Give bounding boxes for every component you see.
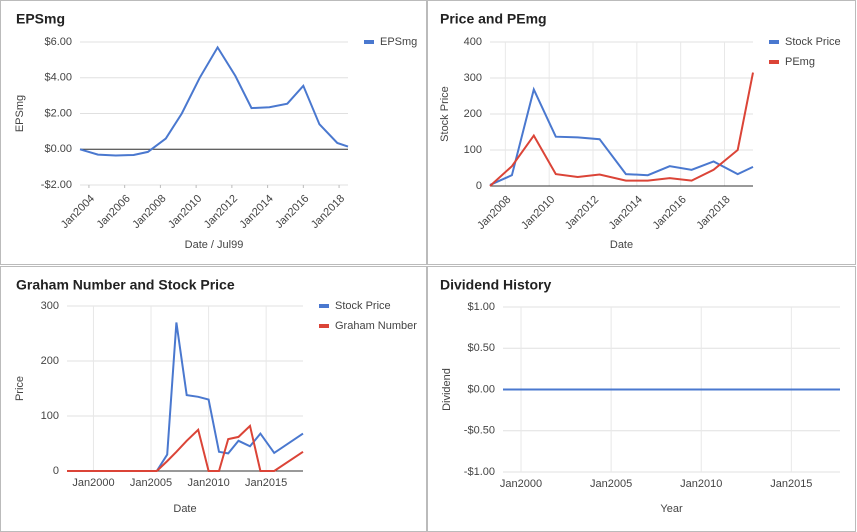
- y-axis-title: Dividend: [441, 368, 453, 411]
- legend-swatch: [769, 40, 779, 44]
- y-tick-label: $1.00: [467, 301, 495, 313]
- y-tick-label: 0: [476, 180, 482, 192]
- legend-label: Stock Price: [785, 36, 841, 48]
- x-tick-label: Jan2005: [590, 478, 632, 490]
- y-tick-label: 100: [464, 144, 482, 156]
- x-tick-label: Jan2010: [187, 477, 229, 489]
- panel: [427, 0, 856, 265]
- x-axis-title: Year: [660, 503, 683, 515]
- chart-title: Graham Number and Stock Price: [16, 277, 235, 293]
- y-tick-label: $0.50: [467, 342, 495, 354]
- data-line: [79, 45, 349, 157]
- y-tick-label: $2.00: [44, 107, 72, 119]
- panel: [427, 266, 856, 532]
- x-tick-label: Jan2000: [72, 477, 114, 489]
- legend-swatch: [364, 40, 374, 44]
- y-tick-label: $0.00: [467, 383, 495, 395]
- y-tick-label: $6.00: [44, 36, 72, 48]
- y-tick-label: 100: [41, 410, 59, 422]
- y-tick-label: $4.00: [44, 72, 72, 84]
- data-line: [67, 423, 304, 472]
- x-axis-title: Date: [610, 239, 633, 251]
- data-line: [489, 72, 754, 187]
- legend-label: Stock Price: [335, 300, 391, 312]
- y-tick-label: $0.00: [44, 143, 72, 155]
- y-tick-label: 300: [464, 72, 482, 84]
- x-tick-label: Jan2015: [770, 478, 812, 490]
- y-tick-label: 200: [464, 108, 482, 120]
- legend-label: EPSmg: [380, 36, 417, 48]
- y-tick-label: -$1.00: [464, 466, 495, 478]
- y-tick-label: 0: [53, 465, 59, 477]
- chart-title: Dividend History: [440, 277, 551, 293]
- y-axis-title: Stock Price: [439, 86, 451, 142]
- y-tick-label: 300: [41, 300, 59, 312]
- data-line: [67, 322, 304, 472]
- chart-title: Price and PEmg: [440, 11, 547, 27]
- y-axis-title: EPSmg: [14, 95, 26, 132]
- y-axis-title: Price: [14, 376, 26, 401]
- x-axis-title: Date / Jul99: [185, 239, 244, 251]
- y-tick-label: -$0.50: [464, 425, 495, 437]
- panel: [0, 0, 427, 265]
- legend-swatch: [319, 324, 329, 328]
- legend-swatch: [319, 304, 329, 308]
- legend-label: PEmg: [785, 56, 815, 68]
- panel: [0, 266, 427, 532]
- chart-title: EPSmg: [16, 11, 65, 27]
- x-tick-label: Jan2010: [680, 478, 722, 490]
- x-tick-label: Jan2005: [130, 477, 172, 489]
- legend-swatch: [769, 60, 779, 64]
- data-line: [489, 86, 754, 186]
- legend-label: Graham Number: [335, 320, 417, 332]
- x-tick-label: Jan2000: [500, 478, 542, 490]
- x-axis-title: Date: [173, 503, 196, 515]
- x-tick-label: Jan2015: [245, 477, 287, 489]
- y-tick-label: 200: [41, 355, 59, 367]
- y-tick-label: -$2.00: [41, 179, 72, 191]
- y-tick-label: 400: [464, 36, 482, 48]
